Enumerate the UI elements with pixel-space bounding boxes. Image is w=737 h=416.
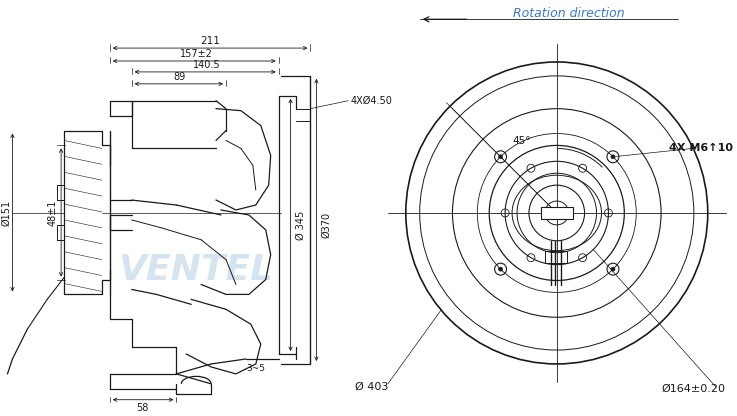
Text: 140.5: 140.5 <box>193 60 221 70</box>
Text: Ø151: Ø151 <box>1 200 12 226</box>
Circle shape <box>499 155 503 159</box>
Text: 45°: 45° <box>513 136 531 146</box>
Text: 4XØ4.50: 4XØ4.50 <box>350 96 392 106</box>
Text: VENTEL: VENTEL <box>119 253 273 287</box>
Text: 4X M6↑10: 4X M6↑10 <box>668 144 733 154</box>
Text: Ø164±0.20: Ø164±0.20 <box>662 384 726 394</box>
Text: 211: 211 <box>200 36 220 46</box>
Text: 3~5: 3~5 <box>246 364 265 374</box>
Bar <box>541 207 573 219</box>
Text: 58: 58 <box>136 403 149 413</box>
Circle shape <box>611 155 615 159</box>
Circle shape <box>499 267 503 271</box>
Text: 48±1: 48±1 <box>47 200 57 226</box>
Text: Rotation direction: Rotation direction <box>513 7 624 20</box>
Text: Ø 345: Ø 345 <box>296 210 306 240</box>
Circle shape <box>611 267 615 271</box>
Text: 157±2: 157±2 <box>180 49 213 59</box>
Text: Ø370: Ø370 <box>321 212 332 238</box>
Text: 89: 89 <box>173 72 186 82</box>
Text: Ø 403: Ø 403 <box>354 382 388 392</box>
